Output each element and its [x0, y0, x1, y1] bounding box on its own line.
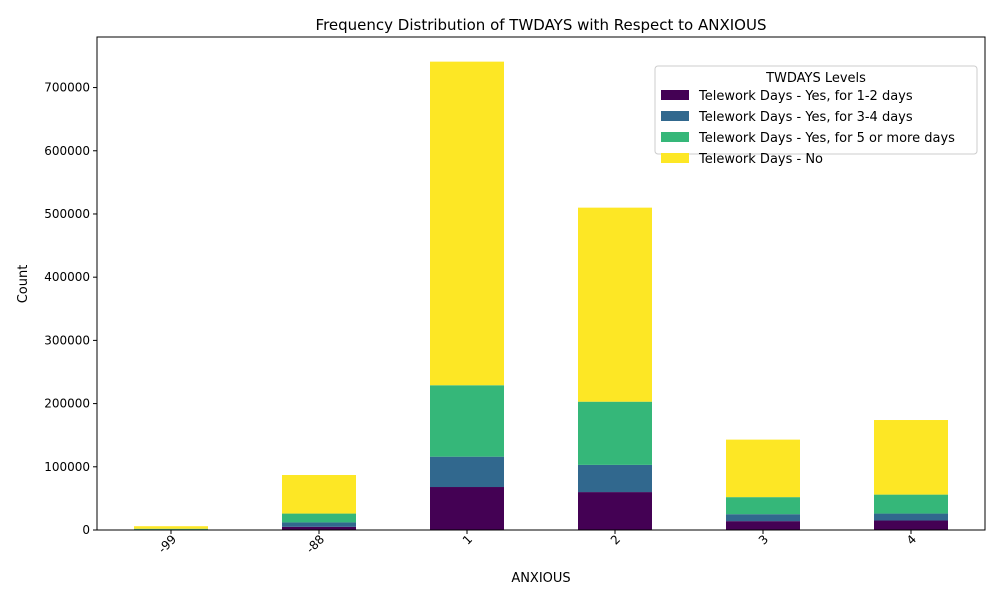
bar-segment--88-series-4	[282, 475, 356, 514]
y-tick-label: 300000	[44, 333, 90, 347]
bar-segment-1-series-2	[430, 457, 504, 487]
bar-segment--88-series-2	[282, 522, 356, 526]
legend-title: TWDAYS Levels	[765, 71, 866, 86]
bar-segment-3-series-1	[726, 521, 800, 530]
bar-segment-4-series-1	[874, 521, 948, 530]
bar-segment-3-series-2	[726, 514, 800, 521]
x-tick-label: 4	[904, 532, 919, 547]
bar-segment-2-series-2	[578, 465, 652, 492]
legend-swatch-1	[661, 90, 689, 100]
legend: TWDAYS Levels Telework Days - Yes, for 1…	[655, 66, 977, 167]
legend-label-3: Telework Days - Yes, for 5 or more days	[698, 131, 955, 146]
bar-segment-3-series-4	[726, 440, 800, 498]
legend-swatch-4	[661, 153, 689, 163]
x-tick-label: -88	[303, 532, 327, 556]
bar-segment-3-series-3	[726, 497, 800, 514]
y-axis-label: Count	[16, 265, 31, 304]
legend-swatch-3	[661, 132, 689, 142]
x-tick-label: -99	[155, 532, 179, 556]
y-tick-label: 0	[82, 523, 90, 537]
bar-segment-2-series-1	[578, 492, 652, 530]
legend-label-1: Telework Days - Yes, for 1-2 days	[698, 89, 913, 104]
bar-segment-1-series-4	[430, 62, 504, 386]
bar-segment-2-series-3	[578, 402, 652, 465]
bar-segment--88-series-3	[282, 514, 356, 523]
y-tick-label: 700000	[44, 81, 90, 95]
bar-segment-1-series-3	[430, 385, 504, 456]
legend-swatch-2	[661, 111, 689, 121]
x-axis-label: ANXIOUS	[511, 571, 570, 586]
x-tick-label: 2	[608, 532, 623, 547]
x-tick-label: 1	[460, 532, 475, 547]
x-tick-label: 3	[756, 532, 771, 547]
bar-segment-4-series-4	[874, 420, 948, 495]
y-tick-label: 400000	[44, 270, 90, 284]
legend-label-2: Telework Days - Yes, for 3-4 days	[698, 110, 913, 125]
bar-segment-4-series-3	[874, 495, 948, 514]
bar-segment--99-series-3	[134, 529, 208, 530]
y-tick-label: 200000	[44, 397, 90, 411]
chart-title: Frequency Distribution of TWDAYS with Re…	[316, 16, 767, 34]
y-tick-label: 100000	[44, 460, 90, 474]
y-tick-label: 600000	[44, 144, 90, 158]
bar-segment-1-series-1	[430, 487, 504, 530]
bar-segment-4-series-2	[874, 514, 948, 521]
bar-segment-2-series-4	[578, 208, 652, 402]
bar-segment--99-series-4	[134, 526, 208, 529]
y-tick-label: 500000	[44, 207, 90, 221]
legend-label-4: Telework Days - No	[698, 152, 823, 167]
